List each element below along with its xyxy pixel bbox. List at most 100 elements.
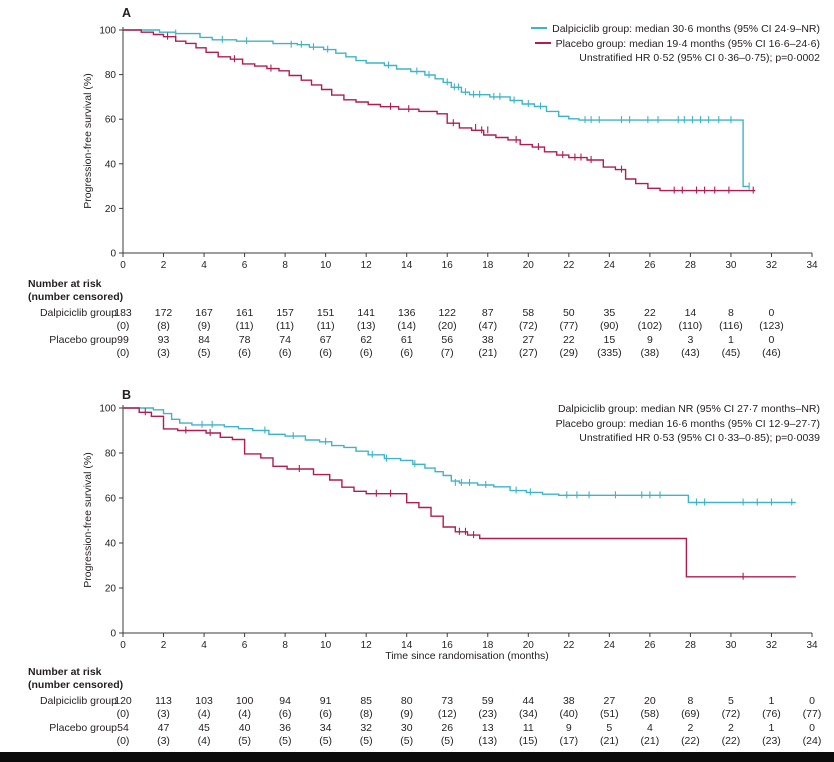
censored-count: (3) (157, 708, 170, 720)
svg-text:22: 22 (563, 260, 575, 271)
svg-text:24: 24 (604, 640, 616, 650)
at-risk-count: 3 (687, 334, 694, 346)
svg-text:20: 20 (523, 260, 535, 271)
censored-count: (4) (197, 708, 211, 720)
bottom-rule (0, 752, 834, 762)
svg-text:10: 10 (320, 640, 332, 650)
at-risk-count: 93 (157, 334, 170, 346)
at-risk-count: 45 (198, 722, 210, 734)
legend-entry-dalpiciclib: Dalpiciclib group: median NR (95% CI 27·… (556, 402, 820, 417)
censored-count: (6) (238, 347, 251, 359)
at-risk-count: 47 (157, 722, 170, 734)
censored-count: (38) (640, 347, 660, 359)
censored-count: (9) (197, 320, 211, 332)
svg-text:6: 6 (242, 260, 248, 271)
at-risk-count: 113 (155, 695, 172, 707)
at-risk-count: 122 (438, 307, 456, 319)
svg-text:0: 0 (120, 260, 126, 271)
at-risk-count: 1 (768, 695, 775, 707)
censored-count: (11) (235, 320, 254, 332)
at-risk-count: 120 (114, 695, 132, 707)
at-risk-count: 100 (235, 695, 254, 707)
censored-count: (123) (759, 320, 784, 332)
at-risk-count: 157 (276, 307, 294, 319)
censored-count: (6) (278, 708, 292, 720)
censored-count: (23) (762, 735, 781, 747)
at-risk-count: 1 (728, 334, 734, 346)
svg-text:14: 14 (401, 260, 413, 271)
at-risk-count: 0 (768, 334, 775, 346)
censored-count: (21) (640, 735, 660, 747)
censored-count: (46) (762, 347, 781, 359)
censored-count: (5) (238, 735, 251, 747)
svg-text:20: 20 (105, 584, 117, 595)
censored-count: (77) (802, 708, 822, 720)
y-axis-title-a: Progression-free survival (%) (82, 73, 94, 209)
at-risk-count: 11 (522, 722, 534, 734)
at-risk-count: 26 (441, 722, 454, 734)
svg-text:10: 10 (320, 260, 332, 271)
svg-text:0: 0 (120, 640, 126, 650)
at-risk-count: 0 (809, 695, 815, 707)
censored-count: (77) (559, 320, 579, 332)
censored-count: (72) (721, 708, 741, 720)
censored-count: (34) (518, 708, 538, 720)
svg-text:18: 18 (482, 260, 494, 271)
legend-entry-placebo: Placebo group: median 19·4 months (95% C… (531, 37, 820, 52)
number-at-risk-heading: Number at risk (28, 666, 102, 678)
at-risk-count: 30 (400, 722, 413, 734)
svg-text:100: 100 (99, 26, 116, 37)
svg-text:100: 100 (99, 404, 116, 415)
at-risk-count: 5 (606, 722, 613, 734)
censored-count: (27) (518, 347, 538, 359)
censored-count: (47) (478, 320, 498, 332)
svg-text:60: 60 (105, 115, 117, 126)
censored-count: (0) (116, 735, 130, 747)
censored-count: (4) (238, 708, 251, 720)
svg-text:28: 28 (685, 260, 697, 271)
svg-text:34: 34 (806, 640, 818, 650)
svg-text:0: 0 (110, 629, 116, 640)
panel-b-label: B (122, 388, 132, 402)
legend-a: Dalpiciclib group: median 30·6 months (9… (531, 22, 820, 66)
at-risk-count: 9 (565, 722, 572, 734)
censored-count: (17) (559, 735, 579, 747)
svg-text:20: 20 (105, 204, 117, 215)
legend-b: Dalpiciclib group: median NR (95% CI 27·… (556, 402, 820, 446)
panel-a-label: A (122, 6, 132, 20)
at-risk-count: 56 (441, 334, 454, 346)
at-risk-count: 62 (360, 334, 373, 346)
at-risk-count: 22 (562, 334, 575, 346)
at-risk-count: 73 (441, 695, 454, 707)
svg-text:4: 4 (201, 640, 207, 650)
at-risk-count: 74 (279, 334, 291, 346)
censored-count: (6) (319, 347, 333, 359)
at-risk-count: 8 (687, 695, 694, 707)
censored-count: (3) (157, 735, 170, 747)
at-risk-count: 84 (198, 334, 210, 346)
svg-text:22: 22 (563, 640, 575, 650)
svg-text:0: 0 (110, 249, 116, 260)
at-risk-count: 5 (728, 695, 734, 707)
censored-count: (23) (478, 708, 498, 720)
number-censored-heading: (number censored) (28, 679, 124, 691)
svg-text:6: 6 (242, 640, 248, 650)
censored-count: (72) (518, 320, 538, 332)
x-axis-title: Time since randomisation (months) (385, 650, 549, 662)
censored-count: (6) (278, 347, 292, 359)
at-risk-count: 20 (644, 695, 656, 707)
at-risk-count: 91 (319, 695, 332, 707)
censored-count: (14) (397, 320, 417, 332)
svg-text:26: 26 (644, 260, 656, 271)
censored-count: (90) (600, 320, 619, 332)
at-risk-count: 67 (319, 334, 332, 346)
legend-text: Dalpiciclib group: median NR (95% CI 27·… (557, 403, 820, 415)
at-risk-count: 40 (238, 722, 251, 734)
risk-row-label: Dalpiciclib group (39, 307, 117, 319)
at-risk-count: 78 (238, 334, 251, 346)
svg-text:20: 20 (523, 640, 535, 650)
number-censored-heading: (number censored) (28, 291, 124, 303)
at-risk-count: 141 (357, 307, 375, 319)
